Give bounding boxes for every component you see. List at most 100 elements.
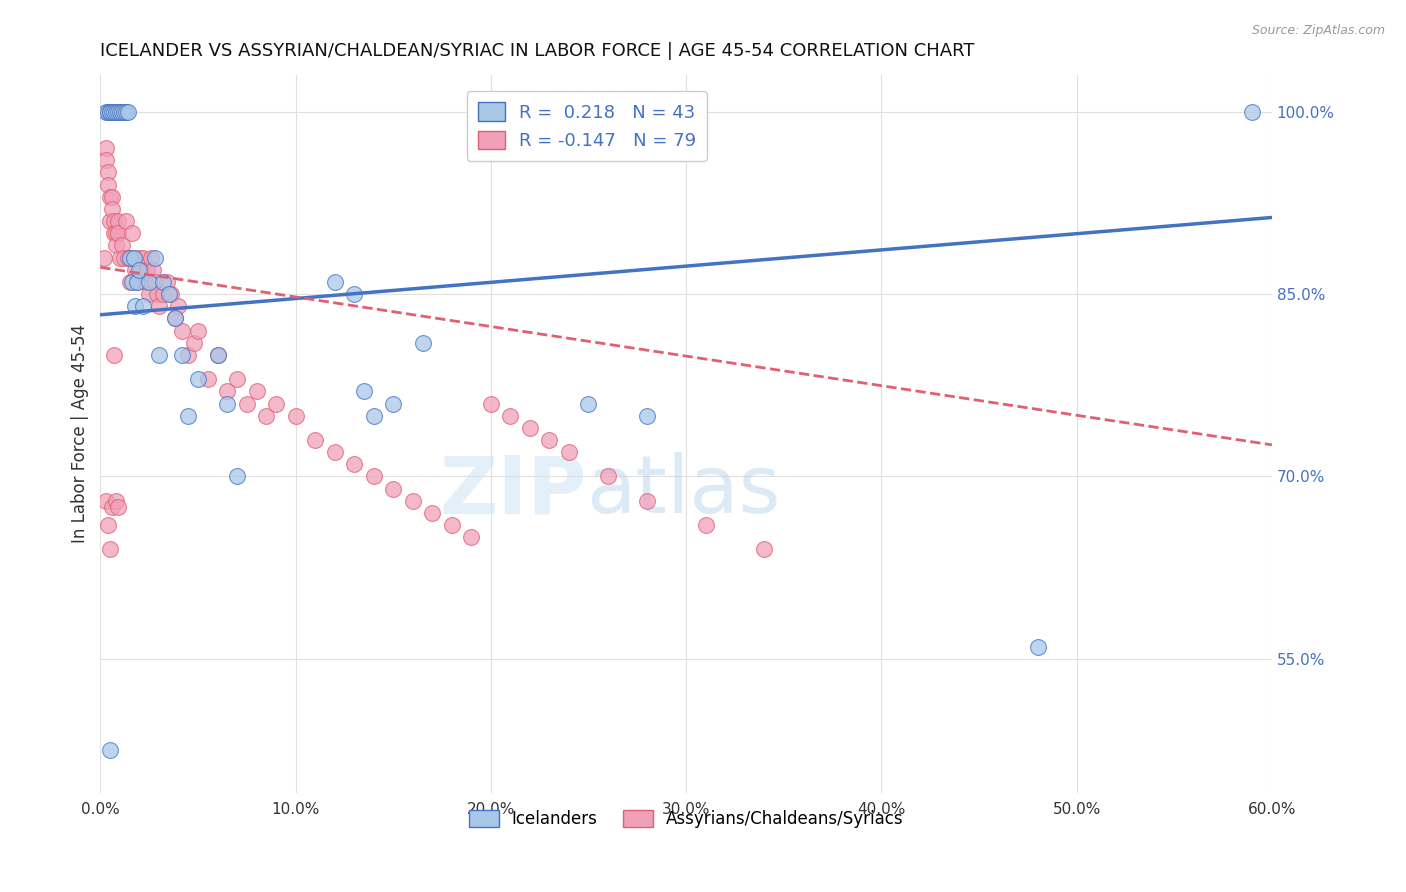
Point xyxy=(98,743,121,757)
Point xyxy=(519,421,541,435)
Point xyxy=(254,409,277,423)
Point xyxy=(104,238,127,252)
Point xyxy=(143,251,166,265)
Point xyxy=(136,262,159,277)
Point xyxy=(108,104,131,119)
Point xyxy=(363,469,385,483)
Point xyxy=(226,469,249,483)
Point xyxy=(558,445,581,459)
Point xyxy=(104,493,127,508)
Point xyxy=(97,178,120,192)
Point xyxy=(440,518,463,533)
Point xyxy=(98,104,121,119)
Point xyxy=(163,311,186,326)
Point xyxy=(111,104,134,119)
Point xyxy=(159,287,181,301)
Point xyxy=(117,104,139,119)
Point xyxy=(382,482,405,496)
Point xyxy=(101,190,124,204)
Point xyxy=(138,275,160,289)
Point xyxy=(304,433,326,447)
Point xyxy=(117,251,139,265)
Point xyxy=(96,104,118,119)
Point xyxy=(131,262,153,277)
Point xyxy=(183,335,205,350)
Point xyxy=(167,299,190,313)
Point xyxy=(264,396,287,410)
Point xyxy=(143,275,166,289)
Point xyxy=(343,458,366,472)
Point xyxy=(104,227,127,241)
Point xyxy=(207,348,229,362)
Point xyxy=(101,202,124,216)
Point xyxy=(353,384,375,399)
Point xyxy=(499,409,522,423)
Point xyxy=(97,165,120,179)
Text: ICELANDER VS ASSYRIAN/CHALDEAN/SYRIAC IN LABOR FORCE | AGE 45-54 CORRELATION CHA: ICELANDER VS ASSYRIAN/CHALDEAN/SYRIAC IN… xyxy=(100,42,974,60)
Point xyxy=(538,433,561,447)
Point xyxy=(96,493,118,508)
Point xyxy=(226,372,249,386)
Point xyxy=(578,396,600,410)
Point xyxy=(152,287,174,301)
Point xyxy=(245,384,267,399)
Point xyxy=(107,104,129,119)
Point xyxy=(114,214,136,228)
Point xyxy=(187,324,209,338)
Point xyxy=(122,251,145,265)
Point xyxy=(217,384,239,399)
Point xyxy=(93,251,115,265)
Point xyxy=(402,493,425,508)
Point xyxy=(121,227,143,241)
Point xyxy=(197,372,219,386)
Point xyxy=(96,153,118,168)
Point xyxy=(412,335,434,350)
Point xyxy=(124,262,146,277)
Point xyxy=(596,469,619,483)
Point xyxy=(134,275,156,289)
Point xyxy=(172,324,194,338)
Point xyxy=(118,275,141,289)
Point xyxy=(97,104,120,119)
Point xyxy=(148,348,170,362)
Point xyxy=(695,518,717,533)
Point xyxy=(107,227,129,241)
Text: Source: ZipAtlas.com: Source: ZipAtlas.com xyxy=(1251,24,1385,37)
Point xyxy=(460,530,482,544)
Point xyxy=(152,275,174,289)
Point xyxy=(128,251,150,265)
Point xyxy=(132,251,155,265)
Point xyxy=(323,275,346,289)
Point xyxy=(96,141,118,155)
Point xyxy=(420,506,443,520)
Point xyxy=(103,214,125,228)
Point xyxy=(127,275,149,289)
Point xyxy=(138,287,160,301)
Point xyxy=(157,287,180,301)
Point xyxy=(121,275,143,289)
Point xyxy=(177,348,200,362)
Point xyxy=(107,500,129,514)
Point xyxy=(1241,104,1264,119)
Point xyxy=(323,445,346,459)
Point xyxy=(128,262,150,277)
Point xyxy=(177,409,200,423)
Point xyxy=(107,214,129,228)
Point xyxy=(163,311,186,326)
Text: atlas: atlas xyxy=(586,452,780,531)
Point xyxy=(754,542,776,557)
Point xyxy=(148,299,170,313)
Point xyxy=(103,348,125,362)
Y-axis label: In Labor Force | Age 45-54: In Labor Force | Age 45-54 xyxy=(72,325,89,543)
Point xyxy=(118,251,141,265)
Point xyxy=(104,104,127,119)
Point xyxy=(284,409,307,423)
Point xyxy=(122,251,145,265)
Point xyxy=(111,238,134,252)
Point xyxy=(142,262,165,277)
Point xyxy=(1026,640,1049,654)
Point xyxy=(207,348,229,362)
Point xyxy=(636,409,658,423)
Point xyxy=(187,372,209,386)
Point xyxy=(101,500,124,514)
